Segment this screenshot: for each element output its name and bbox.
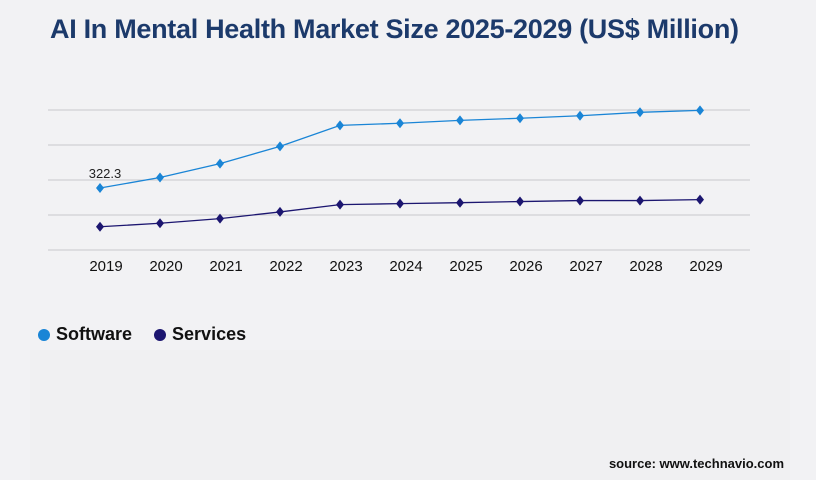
x-tick-label: 2027 — [569, 258, 602, 275]
chart-title: AI In Mental Health Market Size 2025-202… — [50, 14, 739, 44]
source-note: source: www.technavio.com — [608, 456, 784, 471]
data-point-software — [516, 113, 524, 124]
x-tick-label: 2021 — [209, 258, 242, 275]
legend-item-services: Services — [154, 324, 246, 345]
legend-label: Software — [56, 324, 133, 344]
data-point-software — [696, 105, 704, 116]
x-tick-label: 2028 — [629, 258, 662, 275]
legend-item-software: Software — [38, 324, 132, 345]
data-point-services — [96, 221, 104, 232]
legend-label: Services — [172, 324, 247, 344]
legend-marker-icon — [38, 328, 50, 341]
x-tick-label: 2029 — [689, 258, 722, 275]
data-point-services — [156, 218, 164, 229]
data-point-services — [696, 194, 704, 205]
data-point-services — [576, 195, 584, 206]
data-label: 322.3 — [89, 166, 122, 181]
data-point-software — [276, 141, 284, 152]
legend-marker-icon — [154, 328, 167, 341]
data-point-software — [636, 107, 644, 118]
x-tick-label: 2026 — [509, 258, 542, 275]
x-tick-label: 2025 — [449, 258, 482, 275]
legend: Software Services — [38, 324, 246, 345]
data-point-software — [96, 183, 104, 194]
data-point-services — [276, 206, 284, 217]
x-tick-label: 2019 — [89, 258, 122, 275]
data-point-services — [396, 198, 404, 209]
background-panel — [30, 350, 790, 480]
x-tick-label: 2023 — [329, 258, 362, 275]
x-tick-label: 2024 — [389, 258, 422, 275]
data-point-software — [576, 110, 584, 121]
data-point-software — [216, 158, 224, 169]
data-point-software — [456, 115, 464, 126]
x-tick-label: 2020 — [149, 258, 182, 275]
data-point-software — [156, 172, 164, 183]
data-point-services — [636, 195, 644, 206]
data-point-services — [216, 213, 224, 224]
data-point-services — [516, 196, 524, 207]
data-point-software — [396, 118, 404, 129]
x-tick-label: 2022 — [269, 258, 302, 275]
data-point-services — [456, 197, 464, 208]
data-point-services — [336, 199, 344, 210]
data-point-software — [336, 120, 344, 131]
